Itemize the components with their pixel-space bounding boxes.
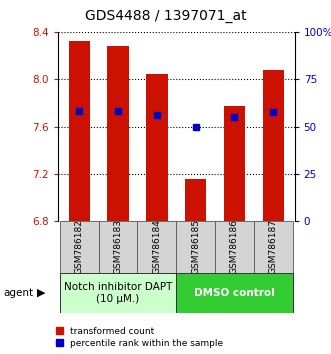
Text: ▶: ▶ (37, 288, 46, 298)
Bar (224, 107, 245, 221)
Bar (215, 221, 254, 273)
Bar (254, 221, 293, 273)
Bar (176, 273, 293, 313)
Bar (69, 41, 90, 221)
Text: agent: agent (3, 288, 33, 298)
Legend: transformed count, percentile rank within the sample: transformed count, percentile rank withi… (56, 327, 223, 348)
Text: DMSO control: DMSO control (194, 288, 275, 298)
Text: GSM786187: GSM786187 (269, 219, 278, 274)
Bar (146, 74, 167, 221)
Text: Notch inhibitor DAPT
(10 μM.): Notch inhibitor DAPT (10 μM.) (64, 282, 172, 304)
Bar (176, 221, 215, 273)
Text: GDS4488 / 1397071_at: GDS4488 / 1397071_at (85, 9, 246, 23)
Bar (137, 221, 176, 273)
Bar (99, 221, 137, 273)
Bar (262, 70, 284, 221)
Text: GSM786186: GSM786186 (230, 219, 239, 274)
Text: GSM786183: GSM786183 (114, 219, 122, 274)
Text: GSM786185: GSM786185 (191, 219, 200, 274)
Text: GSM786184: GSM786184 (152, 219, 161, 274)
Bar (60, 273, 176, 313)
Text: GSM786182: GSM786182 (75, 219, 84, 274)
Bar (185, 179, 206, 221)
Bar (107, 46, 129, 221)
Bar (60, 221, 99, 273)
